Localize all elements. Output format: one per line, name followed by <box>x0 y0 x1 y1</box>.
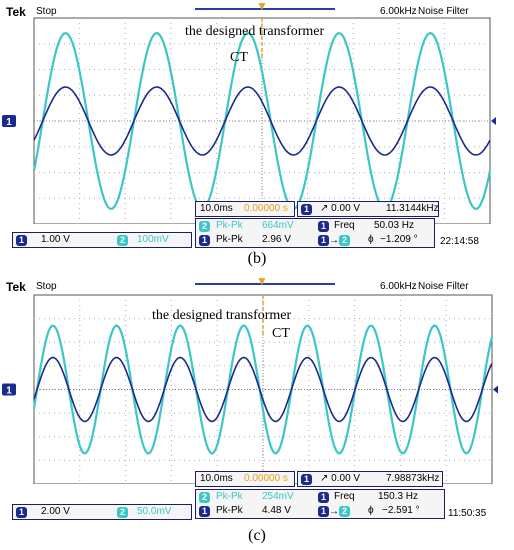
status-label: Stop <box>36 6 57 17</box>
scope-header: Tek Stop ▼ 6.00kHz Noise Filter <box>0 0 514 20</box>
phase-badge-2: 2 <box>339 506 351 517</box>
ch1-meas-label: Pk-Pk <box>216 234 243 245</box>
trigger-level: ↗ 0.00 V <box>320 203 361 214</box>
ch1-meas-badge: 1 <box>199 506 211 517</box>
trigger-box: 1 ↗ 0.00 V 7.98873kHz <box>297 471 443 487</box>
right-edge-arrow <box>493 385 498 394</box>
trigger-position-bar <box>195 283 335 285</box>
trigger-channel-badge: 1 <box>301 204 313 215</box>
label-ct: CT <box>230 50 248 65</box>
trigger-position: 0.00000 s <box>244 473 288 484</box>
label-designed-transformer: the designed transformer <box>185 24 325 39</box>
clock: 22:14:58 <box>440 236 479 247</box>
trigger-level: ↗ 0.00 V <box>320 473 361 484</box>
ch2-meas-value: 664mV <box>262 220 294 231</box>
trace-ch1-ct <box>33 86 491 156</box>
ch1-meas-value: 2.96 V <box>262 234 291 245</box>
timebase-box: 10.0ms 0.00000 s <box>195 471 295 487</box>
ch1-ground-marker-label: 1 <box>6 117 12 128</box>
trigger-marker-icon: ▼ <box>256 0 268 13</box>
ch2-badge: 2 <box>117 235 129 246</box>
freq-badge: 1 <box>318 221 330 232</box>
measurement-box: 2 Pk-Pk 664mV 1 Pk-Pk 2.96 V 1 Freq 50.0… <box>195 218 435 248</box>
trigger-marker-icon: ▼ <box>256 274 268 288</box>
brand-label: Tek <box>6 280 26 294</box>
timebase-value: 10.0ms <box>200 473 233 484</box>
scope-panel-c: Tek Stop ▼ 6.00kHz Noise Filter 1 the de… <box>0 275 514 525</box>
freq-label: Freq <box>334 491 355 502</box>
channel-scale-box: 1 1.00 V 2 100mV <box>12 232 192 248</box>
channel-scale-box: 1 2.00 V 2 50.0mV <box>12 504 192 520</box>
phase-badge-2: 2 <box>339 235 351 246</box>
timebase-box: 10.0ms 0.00000 s <box>195 201 295 217</box>
phase-icon: ϕ <box>368 234 374 245</box>
freq-value: 150.3 Hz <box>378 491 419 502</box>
phase-icon: ϕ <box>368 505 374 516</box>
trigger-level-value: 0.00 V <box>331 203 361 214</box>
brand-label: Tek <box>6 5 26 19</box>
ch1-scale: 1.00 V <box>41 234 70 245</box>
caption-b: (b) <box>247 250 267 267</box>
ch2-scale: 100mV <box>137 234 169 245</box>
phase-badge-1: 1 <box>318 235 330 246</box>
ch2-meas-badge: 2 <box>199 492 211 503</box>
filter-label: Noise Filter <box>418 6 469 17</box>
ch2-meas-badge: 2 <box>199 221 211 232</box>
label-designed-transformer: the designed transformer <box>152 308 292 323</box>
trigger-level-value: 0.00 V <box>331 473 361 484</box>
trace-ch1-ct <box>33 356 493 423</box>
trigger-frequency: 11.3144kHz <box>386 203 439 214</box>
right-edge-arrow <box>491 117 496 125</box>
scope-display: 1 <box>2 294 498 484</box>
ch1-ground-marker <box>2 383 16 396</box>
ch1-ground-marker <box>2 115 16 127</box>
ch1-meas-value: 4.48 V <box>262 505 291 516</box>
scope-panel-b: Tek Stop ▼ 6.00kHz Noise Filter 1 the de… <box>0 0 514 250</box>
ch2-badge: 2 <box>117 507 129 518</box>
trace-ch2-designed-transformer <box>32 31 492 211</box>
trigger-frequency: 7.98873kHz <box>386 473 440 484</box>
caption-c: (c) <box>248 527 266 544</box>
trace-ch2-designed-transformer <box>32 324 494 455</box>
ch2-meas-label: Pk-Pk <box>216 220 243 231</box>
ch1-meas-label: Pk-Pk <box>216 505 243 516</box>
ch1-scale: 2.00 V <box>41 506 70 517</box>
ch1-badge: 1 <box>16 235 28 246</box>
ch1-ground-marker-label: 1 <box>6 386 12 397</box>
status-label: Stop <box>36 281 57 292</box>
sample-rate: 6.00kHz <box>380 6 417 17</box>
freq-value: 50.03 Hz <box>374 220 415 231</box>
phase-value: −2.591 ° <box>382 505 420 516</box>
scope-display: 1 <box>2 17 496 224</box>
ch1-meas-badge: 1 <box>199 235 211 246</box>
sample-rate: 6.00kHz <box>380 281 417 292</box>
freq-badge: 1 <box>318 492 330 503</box>
ch2-scale: 50.0mV <box>137 506 172 517</box>
trigger-box: 1 ↗ 0.00 V 11.3144kHz <box>297 201 439 217</box>
measurement-box: 2 Pk-Pk 254mV 1 Pk-Pk 4.48 V 1 Freq 150.… <box>195 489 445 519</box>
trigger-position: 0.00000 s <box>244 203 288 214</box>
phase-badge-1: 1 <box>318 506 330 517</box>
clock: 11:50:35 <box>448 508 487 519</box>
label-ct: CT <box>272 326 290 341</box>
trigger-channel-badge: 1 <box>301 474 313 485</box>
ch1-badge: 1 <box>16 507 28 518</box>
trigger-position-bar <box>195 8 335 10</box>
filter-label: Noise Filter <box>418 281 469 292</box>
freq-label: Freq <box>334 220 355 231</box>
ch2-meas-value: 254mV <box>262 491 294 502</box>
timebase-value: 10.0ms <box>200 203 233 214</box>
ch2-meas-label: Pk-Pk <box>216 491 243 502</box>
phase-value: −1.209 ° <box>380 234 418 245</box>
scope-header: Tek Stop ▼ 6.00kHz Noise Filter <box>0 275 514 295</box>
